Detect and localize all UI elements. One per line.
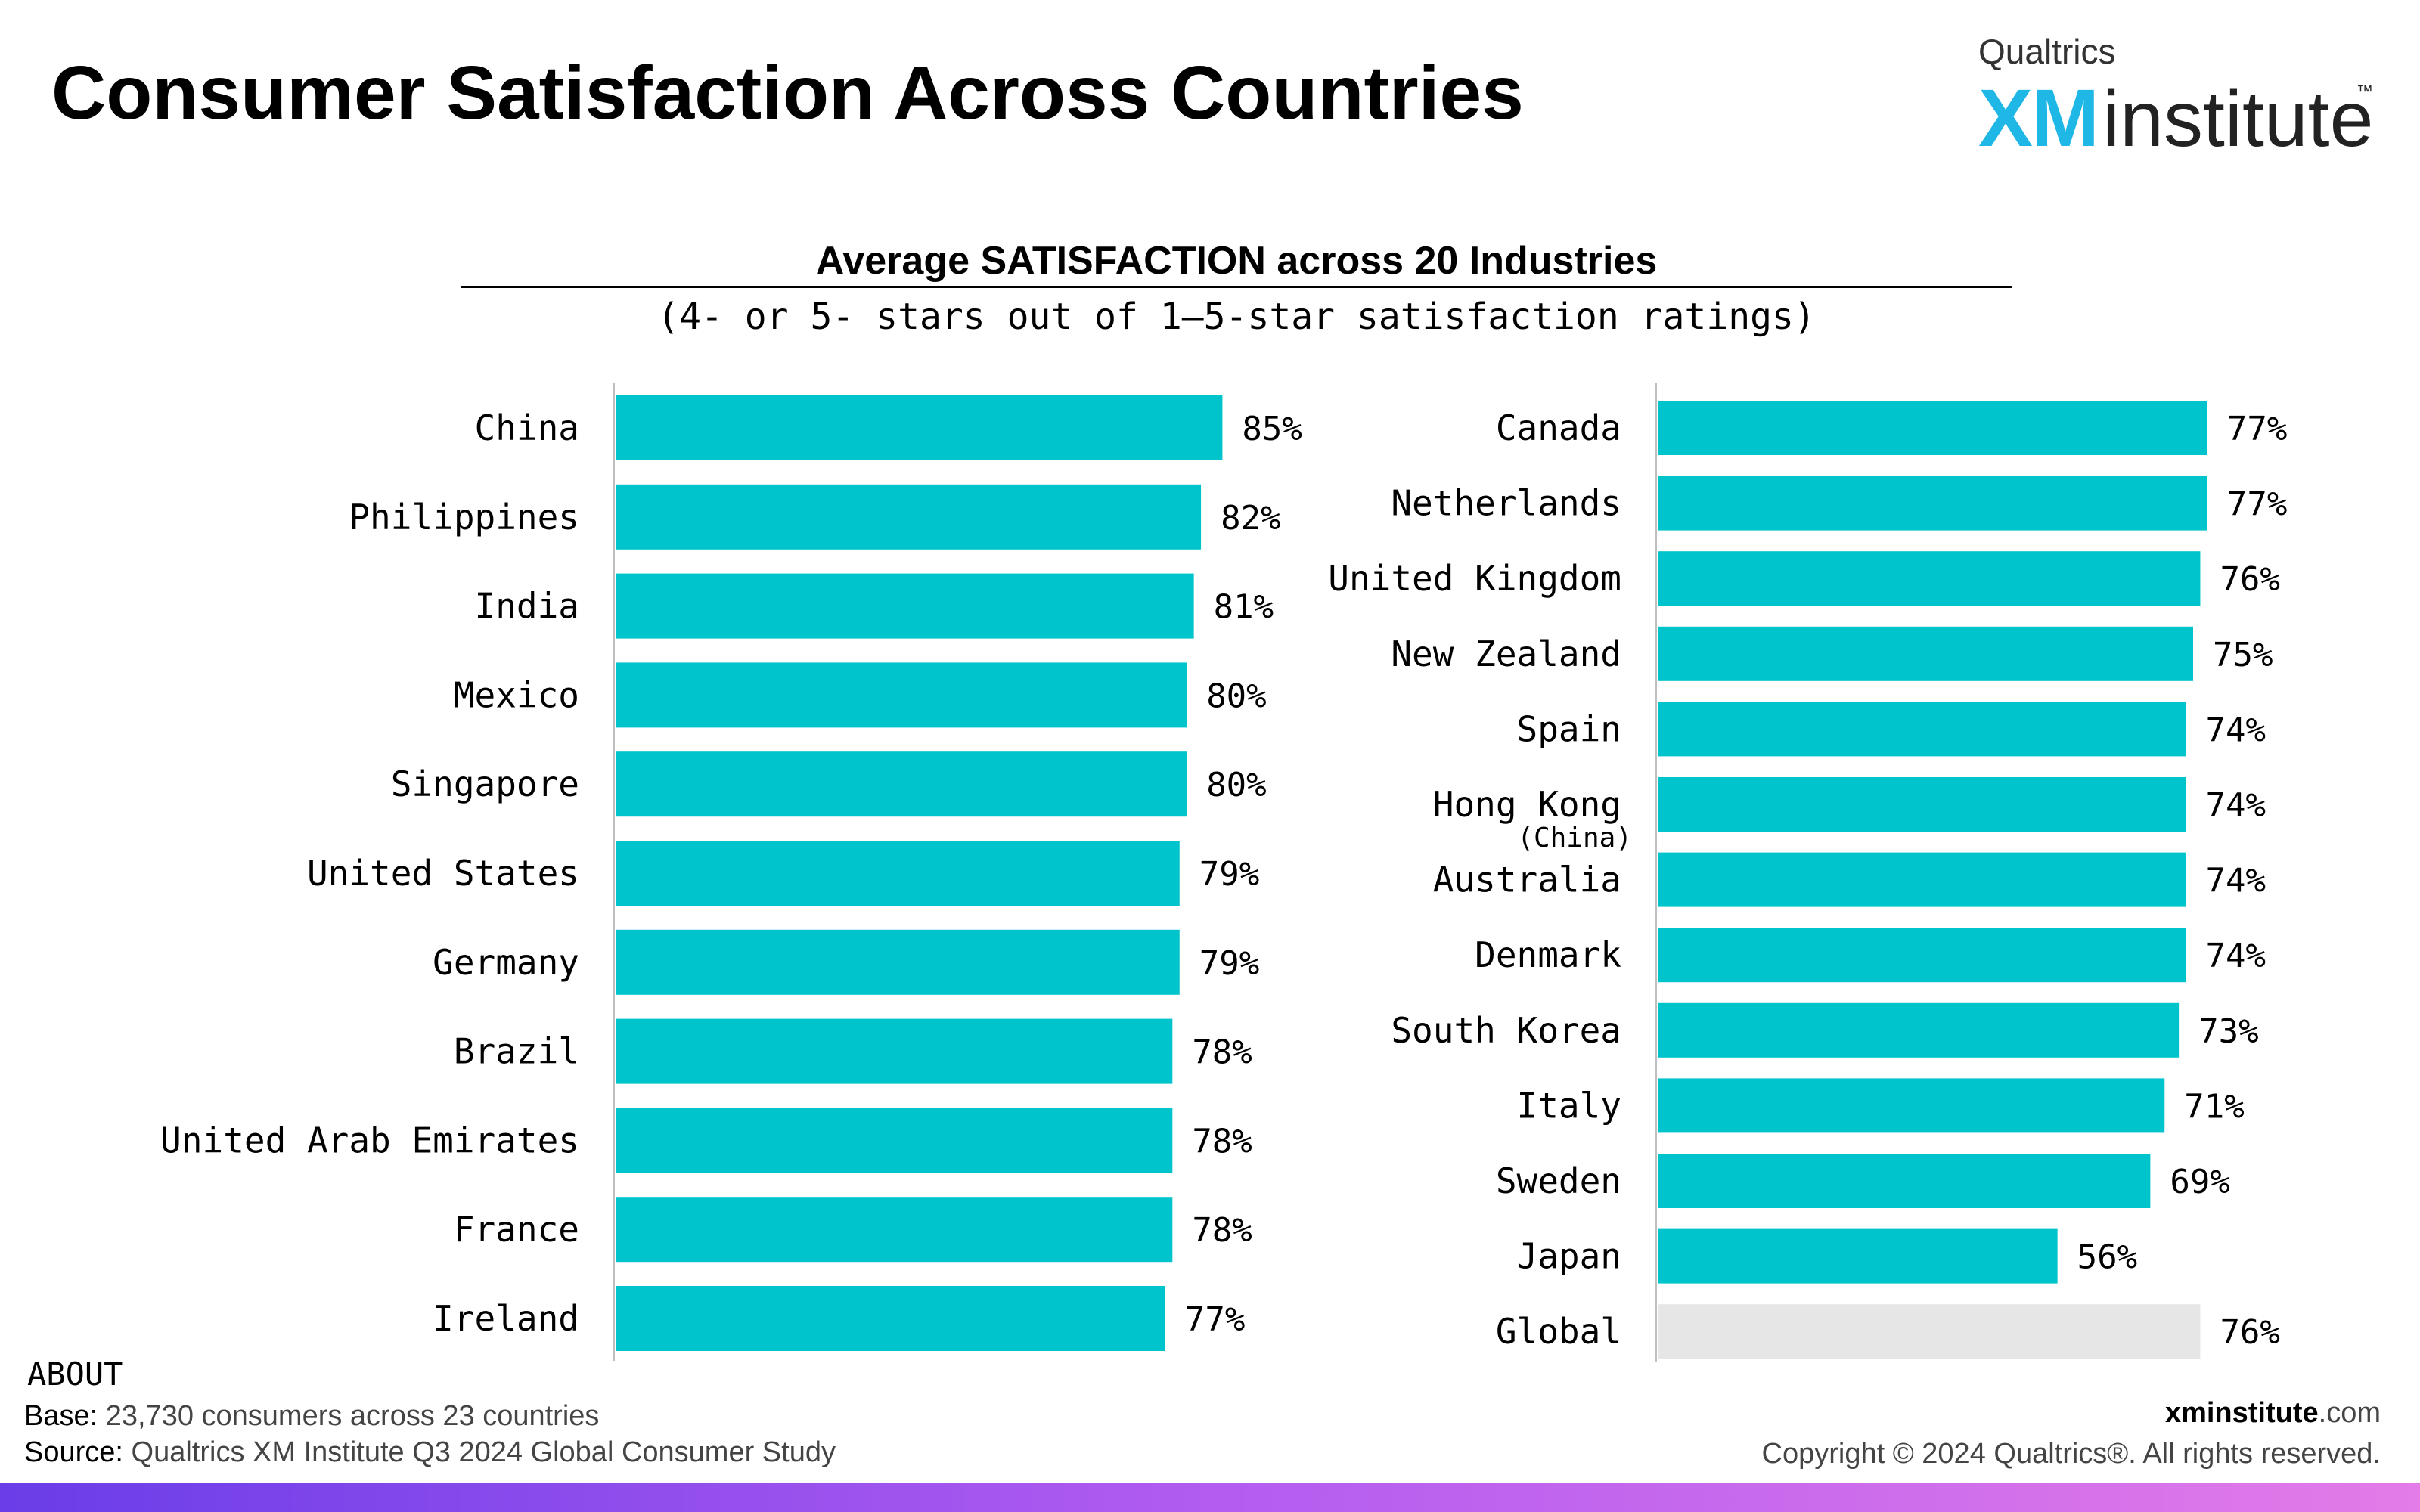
category-label: Denmark bbox=[1475, 934, 1621, 975]
category-sublabel: (China) bbox=[1517, 823, 1632, 854]
data-label: 77% bbox=[2227, 485, 2287, 524]
bar bbox=[1658, 476, 2207, 531]
category-label: Mexico bbox=[454, 674, 579, 715]
category-label: Germany bbox=[433, 942, 579, 983]
category-label: United Arab Emirates bbox=[160, 1120, 579, 1160]
category-label: Japan bbox=[1517, 1236, 1621, 1277]
category-label: Spain bbox=[1517, 708, 1621, 749]
bar bbox=[616, 573, 1194, 639]
data-label: 78% bbox=[1192, 1122, 1252, 1160]
category-label: New Zealand bbox=[1391, 634, 1621, 674]
bar bbox=[1658, 1002, 2180, 1058]
bar bbox=[1658, 702, 2186, 757]
website-tld: .com bbox=[2318, 1397, 2381, 1429]
bar bbox=[1658, 1304, 2201, 1359]
category-label: India bbox=[475, 586, 579, 627]
data-label: 74% bbox=[2206, 862, 2266, 900]
data-label: 56% bbox=[2077, 1238, 2137, 1277]
data-label: 74% bbox=[2206, 937, 2266, 975]
bar bbox=[616, 841, 1180, 906]
base-text: 23,730 consumers across 23 countries bbox=[105, 1400, 600, 1432]
logo-institute: institute bbox=[2102, 76, 2374, 163]
data-label: 74% bbox=[2206, 711, 2266, 749]
bar bbox=[616, 1197, 1173, 1263]
data-label: 78% bbox=[1192, 1211, 1252, 1250]
data-label: 76% bbox=[2220, 560, 2279, 599]
data-label: 76% bbox=[2220, 1313, 2279, 1352]
chart-title-rule bbox=[461, 286, 2012, 288]
data-label: 82% bbox=[1221, 499, 1280, 538]
bar bbox=[1658, 401, 2207, 455]
data-label: 78% bbox=[1192, 1033, 1252, 1072]
data-label: 69% bbox=[2170, 1163, 2229, 1201]
bar bbox=[1658, 551, 2201, 606]
category-label: Singapore bbox=[391, 764, 579, 804]
data-label: 79% bbox=[1199, 944, 1259, 983]
bar bbox=[616, 484, 1202, 550]
data-label: 81% bbox=[1214, 588, 1274, 627]
qualtrics-xm-institute-logo: Qualtrics XMinstitute ™ bbox=[1978, 30, 2373, 163]
category-label: Philippines bbox=[349, 497, 579, 538]
bar bbox=[616, 395, 1223, 460]
bar bbox=[1658, 777, 2186, 832]
bar bbox=[1658, 1228, 2058, 1284]
data-label: 77% bbox=[1185, 1300, 1245, 1339]
website-link[interactable]: xminstitute.com bbox=[2165, 1394, 2381, 1432]
category-label: Hong Kong bbox=[1433, 784, 1621, 825]
category-label: Netherlands bbox=[1391, 483, 1621, 524]
category-label: Sweden bbox=[1496, 1160, 1621, 1201]
website-domain: xminstitute bbox=[2164, 1397, 2319, 1429]
source-text: Qualtrics XM Institute Q3 2024 Global Co… bbox=[131, 1436, 836, 1468]
category-label: France bbox=[454, 1209, 579, 1250]
chart-panel: 85% China 82% Philippines 81% India 80% Mexico 8… bbox=[160, 383, 1302, 1361]
bar bbox=[1658, 852, 2186, 907]
logo-trademark: ™ bbox=[2356, 82, 2373, 101]
data-label: 79% bbox=[1199, 855, 1259, 894]
category-label: China bbox=[475, 407, 579, 448]
bar bbox=[616, 1108, 1173, 1173]
bar bbox=[616, 1286, 1165, 1351]
data-label: 71% bbox=[2184, 1087, 2244, 1126]
source-key: Source: bbox=[24, 1436, 123, 1468]
chart-panel: 77% Canada 77% Netherlands 76% United Kingdom… bbox=[1328, 383, 2287, 1362]
chart-subtitle: (4- or 5- stars out of 1—5-star satisfac… bbox=[657, 296, 1816, 338]
category-label: South Korea bbox=[1391, 1010, 1621, 1051]
bar bbox=[616, 751, 1187, 817]
bar bbox=[1658, 626, 2193, 681]
data-label: 77% bbox=[2227, 410, 2287, 448]
data-label: 85% bbox=[1242, 410, 1302, 448]
bar bbox=[616, 929, 1180, 995]
bar bbox=[1658, 1154, 2151, 1208]
logo-xm: XM bbox=[1978, 72, 2099, 163]
category-label: United States bbox=[307, 853, 579, 894]
category-label: Italy bbox=[1517, 1085, 1621, 1126]
base-key: Base: bbox=[24, 1400, 98, 1432]
data-label: 80% bbox=[1206, 766, 1266, 804]
data-label: 73% bbox=[2198, 1012, 2258, 1051]
logo-wordmark: XMinstitute bbox=[1978, 73, 2373, 188]
category-label: United Kingdom bbox=[1328, 558, 1621, 599]
data-label: 74% bbox=[2206, 786, 2266, 825]
category-label: Ireland bbox=[433, 1298, 579, 1339]
category-label: Canada bbox=[1496, 407, 1621, 448]
bar bbox=[616, 1018, 1173, 1084]
page-title: Consumer Satisfaction Across Countries bbox=[51, 51, 1524, 135]
bar bbox=[1658, 1078, 2165, 1133]
bottom-gradient-bar bbox=[0, 1483, 2420, 1512]
about-heading: ABOUT bbox=[27, 1356, 123, 1393]
data-label: 75% bbox=[2213, 636, 2273, 674]
bar bbox=[616, 662, 1187, 728]
data-label: 80% bbox=[1206, 677, 1266, 715]
base-footnote: Base: 23,730 consumers across 23 countri… bbox=[24, 1397, 599, 1435]
source-footnote: Source: Qualtrics XM Institute Q3 2024 G… bbox=[24, 1433, 836, 1471]
logo-brand: Qualtrics bbox=[1978, 32, 2116, 71]
copyright-notice: Copyright © 2024 Qualtrics®. All rights … bbox=[1761, 1438, 2381, 1470]
category-label: Brazil bbox=[454, 1031, 579, 1072]
bar bbox=[1658, 928, 2186, 983]
chart-title: Average SATISFACTION across 20 Industrie… bbox=[815, 239, 1658, 283]
category-label: Global bbox=[1496, 1311, 1621, 1352]
category-label: Australia bbox=[1433, 860, 1621, 900]
